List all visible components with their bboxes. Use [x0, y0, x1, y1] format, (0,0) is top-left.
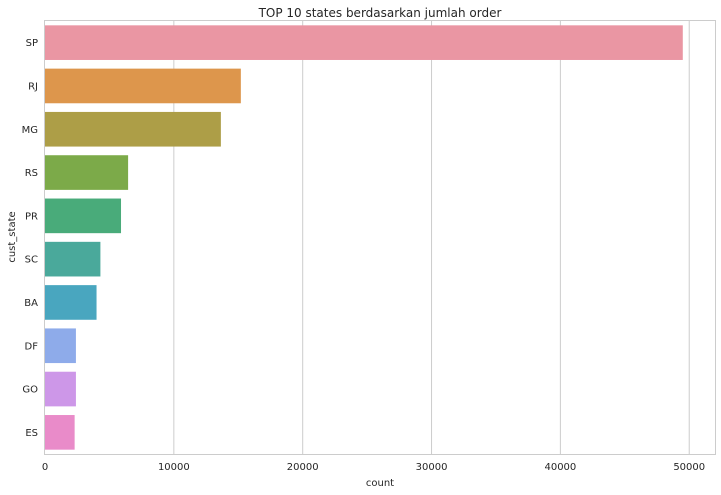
bar-pr — [45, 198, 122, 234]
x-tick-label: 20000 — [287, 462, 319, 473]
bar-sp — [45, 25, 683, 60]
x-tick-label: 30000 — [416, 462, 448, 473]
bar-go — [45, 371, 76, 407]
plot-frame — [44, 20, 716, 455]
y-tick-label: SC — [25, 255, 38, 266]
bar-rj — [45, 68, 241, 104]
y-tick-label: RJ — [28, 81, 38, 92]
bar-es — [45, 415, 75, 450]
x-tick-labels: 0 10000 20000 30000 40000 50000 — [42, 462, 705, 473]
y-tick-label: ES — [25, 428, 38, 439]
y-tick-labels: SP RJ MG RS PR SC BA DF GO ES — [22, 38, 39, 439]
y-tick-label: DF — [25, 341, 39, 352]
y-tick-label: SP — [26, 38, 38, 49]
chart-title: TOP 10 states berdasarkan jumlah order — [258, 6, 502, 20]
x-axis-label: count — [366, 478, 394, 489]
bar-ba — [45, 285, 97, 320]
bar-sc — [45, 241, 101, 277]
x-tick-label: 40000 — [544, 462, 576, 473]
bar-mg — [45, 111, 221, 147]
y-tick-label: GO — [22, 385, 38, 396]
bar-rs — [45, 155, 129, 190]
x-tick-label: 50000 — [673, 462, 705, 473]
bar-df — [45, 328, 76, 364]
x-tick-label: 10000 — [158, 462, 190, 473]
y-tick-label: RS — [25, 168, 38, 179]
y-tick-label: BA — [24, 298, 38, 309]
y-tick-label: PR — [25, 211, 38, 222]
y-axis-label: cust_state — [7, 211, 18, 262]
x-tick-label: 0 — [42, 462, 48, 473]
y-tick-label: MG — [22, 125, 38, 136]
bars — [45, 25, 683, 450]
